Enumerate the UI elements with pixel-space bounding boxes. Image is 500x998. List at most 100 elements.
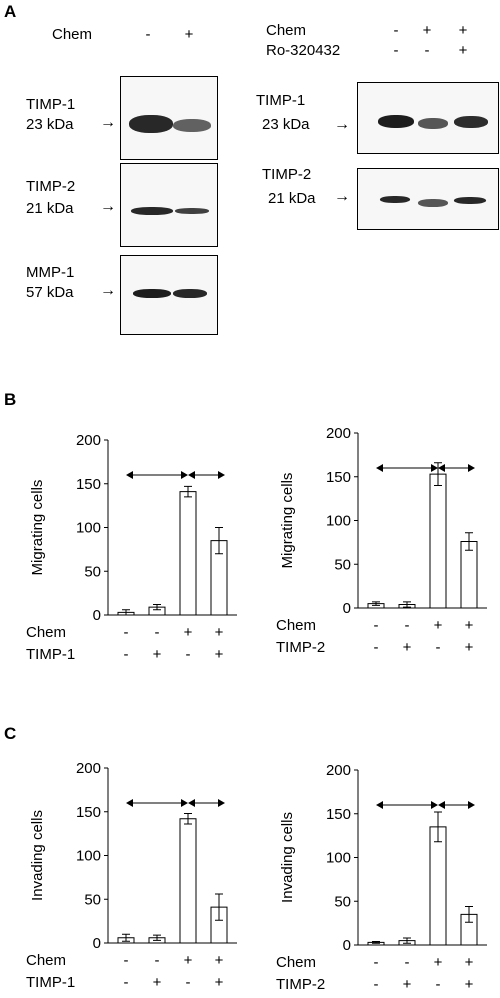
condition-row-label: TIMP-1 — [26, 974, 75, 991]
blot-kda-label: 57 kDa — [26, 284, 74, 301]
y-tick-label: 200 — [76, 432, 101, 449]
condition-sign: - — [124, 646, 129, 663]
condition-sign: + — [215, 646, 224, 663]
panel-letter-b: B — [4, 390, 17, 409]
condition-sign: - — [405, 617, 410, 634]
y-axis-label: Invading cells — [29, 810, 46, 901]
bar — [460, 541, 478, 609]
lane-sign: + — [458, 42, 468, 59]
y-tick-label: 150 — [326, 806, 351, 823]
arrow-icon: → — [334, 188, 350, 205]
condition-row-label: TIMP-1 — [26, 646, 75, 663]
panel-letter-c: C — [4, 724, 17, 743]
arrow-head-icon — [218, 471, 225, 479]
y-axis-label: Migrating cells — [279, 473, 296, 569]
condition-row-label: Chem — [26, 624, 66, 641]
chart-invasion-timp2: 0 50 100 150 200 Invading cells Chem - - + + TIMP-2… — [276, 762, 487, 993]
condition-row-label: Chem — [276, 954, 316, 971]
chart-migration-timp1: 0 50 100 150 200 Migrating cells Chem - - + + TIMP-… — [26, 432, 237, 663]
arrow-head-icon — [188, 471, 195, 479]
lane-sign: - — [393, 42, 399, 59]
condition-sign: - — [405, 954, 410, 971]
condition-sign: - — [186, 974, 191, 991]
arrow-head-icon — [376, 464, 383, 472]
arrow-head-icon — [468, 801, 475, 809]
condition-sign: + — [465, 617, 474, 634]
y-tick-label: 50 — [84, 563, 101, 580]
arrow-icon: → — [100, 198, 116, 215]
condition-sign: + — [153, 974, 162, 991]
bar — [429, 473, 447, 609]
y-tick-label: 50 — [334, 893, 351, 910]
condition-sign: - — [186, 646, 191, 663]
condition-sign: + — [465, 639, 474, 656]
blot-protein-label: TIMP-2 — [26, 178, 76, 195]
blot-image — [120, 76, 218, 160]
condition-sign: - — [155, 952, 160, 969]
chart-invasion-timp1: 0 50 100 150 200 Invading cells Chem - - + + TIMP-1… — [26, 760, 237, 991]
y-axis-label: Invading cells — [279, 812, 296, 903]
y-tick-label: 150 — [76, 804, 101, 821]
condition-sign: + — [184, 952, 193, 969]
condition-sign: + — [403, 976, 412, 993]
arrow-head-icon — [376, 801, 383, 809]
bar — [179, 818, 197, 944]
y-tick-label: 0 — [343, 600, 351, 617]
y-tick-label: 150 — [76, 476, 101, 493]
chem-label: Chem — [52, 26, 93, 43]
condition-sign: - — [155, 624, 160, 641]
condition-sign: + — [403, 639, 412, 656]
condition-sign: - — [374, 617, 379, 634]
y-tick-label: 150 — [326, 469, 351, 486]
blot-kda-label: 23 kDa — [26, 116, 74, 133]
y-tick-label: 200 — [326, 762, 351, 779]
y-tick-label: 50 — [334, 556, 351, 573]
arrow-head-icon — [218, 799, 225, 807]
arrow-icon: → — [100, 114, 116, 131]
bar — [179, 491, 197, 616]
condition-row-label: Chem — [26, 952, 66, 969]
condition-sign: - — [374, 639, 379, 656]
ro-320432-label: Ro-320432 — [266, 42, 341, 59]
blot-image — [120, 163, 218, 247]
condition-sign: - — [124, 624, 129, 641]
y-axis-label: Migrating cells — [29, 480, 46, 576]
condition-sign: + — [465, 954, 474, 971]
blot-image — [357, 168, 499, 230]
blot-protein-label: TIMP-2 — [262, 166, 312, 183]
condition-sign: + — [434, 954, 443, 971]
blot-image — [120, 255, 218, 335]
blot-kda-label: 23 kDa — [262, 116, 310, 133]
arrow-head-icon — [438, 801, 445, 809]
lane-sign: - — [145, 26, 151, 43]
y-tick-label: 0 — [93, 935, 101, 952]
arrow-head-icon — [431, 801, 438, 809]
arrow-icon: → — [100, 282, 116, 299]
blot-image — [357, 82, 499, 154]
condition-sign: + — [465, 976, 474, 993]
blot-kda-label: 21 kDa — [26, 200, 74, 217]
condition-sign: + — [215, 974, 224, 991]
condition-sign: - — [374, 976, 379, 993]
y-tick-label: 50 — [84, 891, 101, 908]
blot-protein-label: MMP-1 — [26, 264, 75, 281]
condition-sign: - — [124, 952, 129, 969]
blot-protein-label: TIMP-1 — [26, 96, 76, 113]
condition-row-label: TIMP-2 — [276, 976, 325, 993]
y-tick-label: 100 — [76, 848, 101, 865]
condition-sign: + — [153, 646, 162, 663]
lane-sign: + — [458, 22, 468, 39]
y-tick-label: 200 — [76, 760, 101, 777]
lane-sign: + — [422, 22, 432, 39]
arrow-head-icon — [438, 464, 445, 472]
blot-kda-label: 21 kDa — [268, 190, 316, 207]
condition-sign: + — [184, 624, 193, 641]
arrow-head-icon — [468, 464, 475, 472]
condition-sign: + — [434, 617, 443, 634]
blot-protein-label: TIMP-1 — [256, 92, 306, 109]
condition-sign: - — [374, 954, 379, 971]
condition-sign: - — [124, 974, 129, 991]
condition-row-label: TIMP-2 — [276, 639, 325, 656]
bar — [429, 826, 447, 946]
arrow-icon: → — [334, 116, 350, 133]
